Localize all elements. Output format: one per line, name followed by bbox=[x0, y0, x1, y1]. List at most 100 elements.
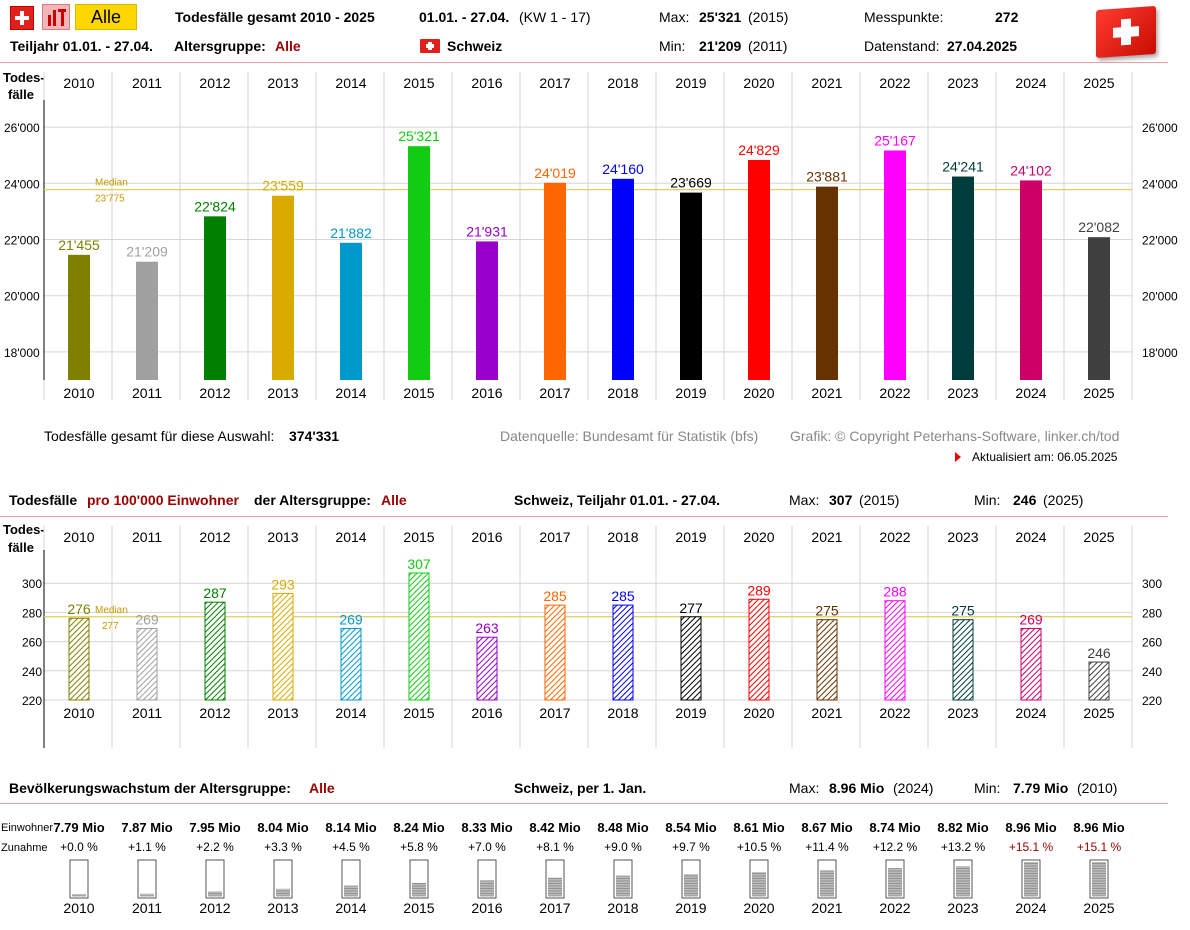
chart2-xtick-top-12: 2022 bbox=[879, 529, 910, 545]
alle-button[interactable]: Alle bbox=[75, 4, 137, 30]
chart1-value-label-2021: 23'881 bbox=[806, 169, 848, 185]
chart1-xtick-bottom-10: 2020 bbox=[743, 385, 774, 401]
section2-max-value: 307 bbox=[829, 492, 853, 508]
chart1-bar-2023 bbox=[952, 176, 974, 380]
chart1-xtick-bottom-2: 2012 bbox=[199, 385, 230, 401]
chart1-xtick-bottom-6: 2016 bbox=[471, 385, 502, 401]
chart1-xtick-top-12: 2022 bbox=[879, 75, 910, 91]
chart1-ytick-left-0: 18'000 bbox=[4, 346, 40, 360]
min-year: (2011) bbox=[748, 38, 788, 54]
chart1-bar-2010 bbox=[68, 254, 90, 380]
chart3-growth-label-2013: +3.3 % bbox=[264, 840, 302, 854]
source-text: Datenquelle: Bundesamt für Statistik (bf… bbox=[500, 428, 759, 444]
divider-section2 bbox=[0, 516, 1168, 517]
chart2-value-label-2018: 285 bbox=[611, 588, 635, 604]
chart2-bar-2020 bbox=[748, 598, 770, 701]
chart1-xtick-top-1: 2011 bbox=[132, 75, 162, 91]
copyright-text: Grafik: © Copyright Peterhans-Software, … bbox=[790, 428, 1120, 444]
chart1-bar-2013 bbox=[272, 195, 294, 380]
chart3-xtick-2014: 2014 bbox=[335, 900, 366, 916]
chart3-pop-label-2021: 8.67 Mio bbox=[801, 820, 852, 835]
chart3-svg: 7.79 Mio +0.0 % 2010 7.87 Mio +1.1 % 2011 7.95… bbox=[53, 820, 1124, 916]
chart1-bar-2020 bbox=[748, 160, 770, 380]
chart2-value-label-2024: 269 bbox=[1019, 611, 1043, 627]
divider-section3 bbox=[0, 803, 1168, 804]
chart3-pop-label-2020: 8.61 Mio bbox=[733, 820, 784, 835]
chart1-xtick-top-8: 2018 bbox=[607, 75, 638, 91]
chart1-value-label-2013: 23'559 bbox=[262, 178, 304, 194]
chart1-bar-2021 bbox=[816, 186, 838, 380]
chart3-growth-label-2022: +12.2 % bbox=[873, 840, 918, 854]
max-label: Max: bbox=[659, 9, 690, 25]
chart2-value-label-2022: 288 bbox=[883, 584, 907, 600]
chart3-pop-label-2013: 8.04 Mio bbox=[257, 820, 308, 835]
chart1-xtick-bottom-8: 2018 bbox=[607, 385, 638, 401]
chart3-growth-label-2018: +9.0 % bbox=[604, 840, 642, 854]
section2-title-d: Alle bbox=[381, 492, 407, 508]
chart3-growth-label-2011: +1.1 % bbox=[128, 840, 166, 854]
chart3-box-2011 bbox=[137, 859, 157, 899]
chart2-xtick-top-2: 2012 bbox=[199, 529, 230, 545]
chart2-ytick-left-3: 280 bbox=[22, 606, 42, 620]
chart1-value-label-2024: 24'102 bbox=[1010, 162, 1052, 178]
chart3-growth-label-2020: +10.5 % bbox=[737, 840, 782, 854]
section2-title-c: der Altersgruppe: bbox=[254, 492, 371, 508]
total-label: Todesfälle gesamt für diese Auswahl: bbox=[44, 428, 275, 444]
chart1-xtick-top-4: 2014 bbox=[335, 75, 366, 91]
total-value: 374'331 bbox=[289, 428, 340, 444]
chart3-pop-label-2023: 8.82 Mio bbox=[937, 820, 988, 835]
chart1-xtick-bottom-1: 2011 bbox=[132, 385, 162, 401]
chart2-bar-2010 bbox=[68, 617, 90, 701]
section2-min-label: Min: bbox=[974, 492, 1001, 508]
chart3-fill-2016 bbox=[480, 880, 494, 896]
chart1-ytick-left-3: 24'000 bbox=[4, 177, 40, 191]
chart2-xtick-top-4: 2014 bbox=[335, 529, 366, 545]
chart1-value-label-2011: 21'209 bbox=[126, 244, 168, 260]
messpunkte-value: 272 bbox=[995, 9, 1019, 25]
chart1-value-label-2025: 22'082 bbox=[1078, 219, 1120, 235]
chart3-xtick-2019: 2019 bbox=[675, 900, 706, 916]
chart1-value-label-2012: 22'824 bbox=[194, 198, 236, 214]
chart2-xtick-top-15: 2025 bbox=[1083, 529, 1114, 545]
chart1-value-label-2015: 25'321 bbox=[398, 128, 440, 144]
section3-max-value: 8.96 Mio bbox=[829, 780, 885, 796]
chart1-bar-2022 bbox=[884, 150, 906, 380]
chart3-growth-label-2015: +5.8 % bbox=[400, 840, 438, 854]
chart2-bar-2012 bbox=[204, 601, 226, 701]
section3-max-label: Max: bbox=[789, 780, 820, 796]
chart1-xtick-bottom-5: 2015 bbox=[403, 385, 434, 401]
swiss-flag-icon-button[interactable] bbox=[10, 6, 34, 30]
chart3-growth-label-2024: +15.1 % bbox=[1009, 840, 1054, 854]
chart2-ytick-left-1: 240 bbox=[22, 665, 42, 679]
datenstand-label: Datenstand: bbox=[864, 38, 940, 54]
chart1-xtick-top-11: 2021 bbox=[811, 75, 842, 91]
chart1-ylabel-line1: Todes- bbox=[3, 70, 45, 85]
chart1-bar-2017 bbox=[544, 182, 566, 380]
chart1-bar-2016 bbox=[476, 241, 498, 380]
chart1-xtick-top-7: 2017 bbox=[539, 75, 570, 91]
page-title: Todesfälle gesamt 2010 - 2025 bbox=[175, 9, 375, 25]
chart1-ylabel-line2: fälle bbox=[8, 87, 35, 102]
chart2-ytick-left-0: 220 bbox=[22, 694, 42, 708]
max-year: (2015) bbox=[748, 9, 789, 25]
chart1-bar-2019 bbox=[680, 192, 702, 380]
section2-max-year: (2015) bbox=[859, 492, 900, 508]
chart2-xtick-bottom-1: 2011 bbox=[132, 705, 162, 721]
chart1-xtick-top-9: 2019 bbox=[675, 75, 706, 91]
chart2-xtick-top-1: 2011 bbox=[132, 529, 162, 545]
chart1-xtick-bottom-0: 2010 bbox=[63, 385, 94, 401]
chart2-xtick-bottom-10: 2020 bbox=[743, 705, 774, 721]
chart-type-icon-button[interactable] bbox=[42, 4, 70, 30]
chart1-xtick-top-14: 2024 bbox=[1015, 75, 1046, 91]
chart2-ytick-right-0: 220 bbox=[1142, 694, 1162, 708]
updated-text[interactable]: Aktualisiert am: 06.05.2025 bbox=[972, 450, 1118, 464]
chart2-xtick-top-14: 2024 bbox=[1015, 529, 1046, 545]
chart2-ylabel-line1: Todes- bbox=[3, 522, 45, 537]
chart3-growth-label-2016: +7.0 % bbox=[468, 840, 506, 854]
chart2-bar-2024 bbox=[1020, 627, 1042, 701]
section3-title-b: Alle bbox=[309, 780, 335, 796]
chart3-growth-label-2012: +2.2 % bbox=[196, 840, 234, 854]
chart1-value-label-2016: 21'931 bbox=[466, 223, 508, 239]
chart3-xtick-2021: 2021 bbox=[811, 900, 842, 916]
chart2-xtick-bottom-2: 2012 bbox=[199, 705, 230, 721]
